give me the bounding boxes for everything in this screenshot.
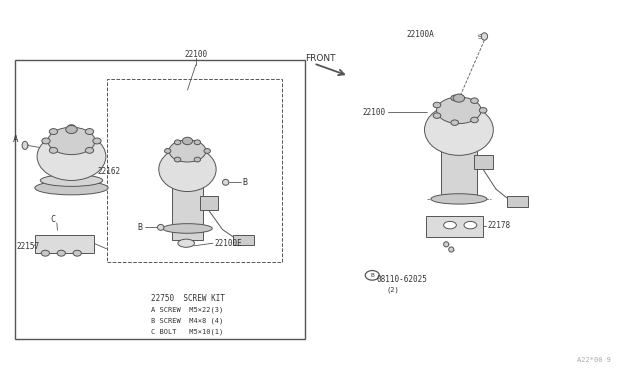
Bar	[474, 155, 493, 169]
Ellipse shape	[451, 95, 458, 101]
Ellipse shape	[85, 129, 93, 135]
Ellipse shape	[174, 140, 180, 145]
Bar	[106, 79, 282, 262]
Text: FRONT: FRONT	[305, 54, 335, 63]
Ellipse shape	[37, 132, 106, 180]
Bar	[172, 182, 203, 240]
Ellipse shape	[479, 108, 487, 113]
Text: A SCREW  M5×22(3): A SCREW M5×22(3)	[151, 307, 223, 313]
Ellipse shape	[22, 141, 28, 150]
Ellipse shape	[481, 33, 488, 40]
Text: 22100A: 22100A	[406, 30, 435, 39]
Text: A22*00 9: A22*00 9	[577, 357, 611, 363]
Bar	[200, 196, 218, 210]
Ellipse shape	[159, 147, 216, 192]
Ellipse shape	[424, 105, 493, 155]
Ellipse shape	[42, 138, 50, 144]
Ellipse shape	[41, 250, 49, 256]
Ellipse shape	[57, 250, 65, 256]
Text: 22100: 22100	[184, 51, 207, 60]
Text: (2): (2)	[387, 286, 399, 293]
Ellipse shape	[431, 194, 487, 204]
Text: 22178: 22178	[487, 221, 510, 230]
Ellipse shape	[178, 239, 195, 247]
Ellipse shape	[157, 224, 164, 230]
Ellipse shape	[451, 120, 458, 125]
Text: B: B	[138, 223, 143, 232]
Ellipse shape	[433, 113, 441, 118]
Ellipse shape	[73, 250, 81, 256]
Ellipse shape	[449, 247, 454, 252]
Text: 22100E: 22100E	[214, 239, 242, 248]
Ellipse shape	[67, 125, 76, 131]
Text: C: C	[51, 215, 56, 224]
Text: B: B	[371, 273, 374, 278]
Ellipse shape	[164, 148, 171, 153]
Text: B SCREW  M4×8 (4): B SCREW M4×8 (4)	[151, 318, 223, 324]
Ellipse shape	[48, 127, 95, 155]
Ellipse shape	[163, 224, 212, 233]
Ellipse shape	[35, 181, 108, 195]
Bar	[35, 235, 94, 253]
Ellipse shape	[169, 140, 206, 162]
Ellipse shape	[182, 137, 193, 145]
Bar	[441, 132, 477, 199]
Ellipse shape	[85, 147, 93, 153]
Bar	[15, 61, 305, 339]
Ellipse shape	[444, 221, 456, 229]
Ellipse shape	[194, 157, 200, 162]
Ellipse shape	[49, 129, 58, 135]
Ellipse shape	[223, 179, 229, 185]
Text: 08110-62025: 08110-62025	[376, 275, 427, 283]
Ellipse shape	[453, 94, 465, 102]
Bar	[507, 196, 529, 207]
Ellipse shape	[174, 157, 180, 162]
Bar	[234, 235, 253, 245]
Text: 22162: 22162	[97, 167, 120, 176]
Ellipse shape	[40, 174, 102, 186]
Ellipse shape	[204, 148, 211, 153]
Ellipse shape	[436, 97, 481, 124]
Ellipse shape	[470, 117, 478, 123]
Ellipse shape	[93, 138, 101, 144]
Ellipse shape	[433, 102, 441, 108]
Ellipse shape	[464, 221, 477, 229]
Ellipse shape	[194, 140, 200, 145]
Text: C BOLT   M5×10(1): C BOLT M5×10(1)	[151, 328, 223, 335]
Ellipse shape	[444, 242, 449, 247]
Text: 22157: 22157	[16, 243, 39, 251]
Text: B: B	[243, 178, 247, 187]
Text: 22750  SCREW KIT: 22750 SCREW KIT	[151, 294, 225, 303]
Bar	[426, 215, 483, 237]
Ellipse shape	[365, 270, 380, 280]
Ellipse shape	[470, 98, 478, 103]
Text: A: A	[13, 135, 18, 144]
Ellipse shape	[49, 147, 58, 153]
Ellipse shape	[66, 125, 77, 134]
Text: 22100: 22100	[362, 108, 386, 117]
